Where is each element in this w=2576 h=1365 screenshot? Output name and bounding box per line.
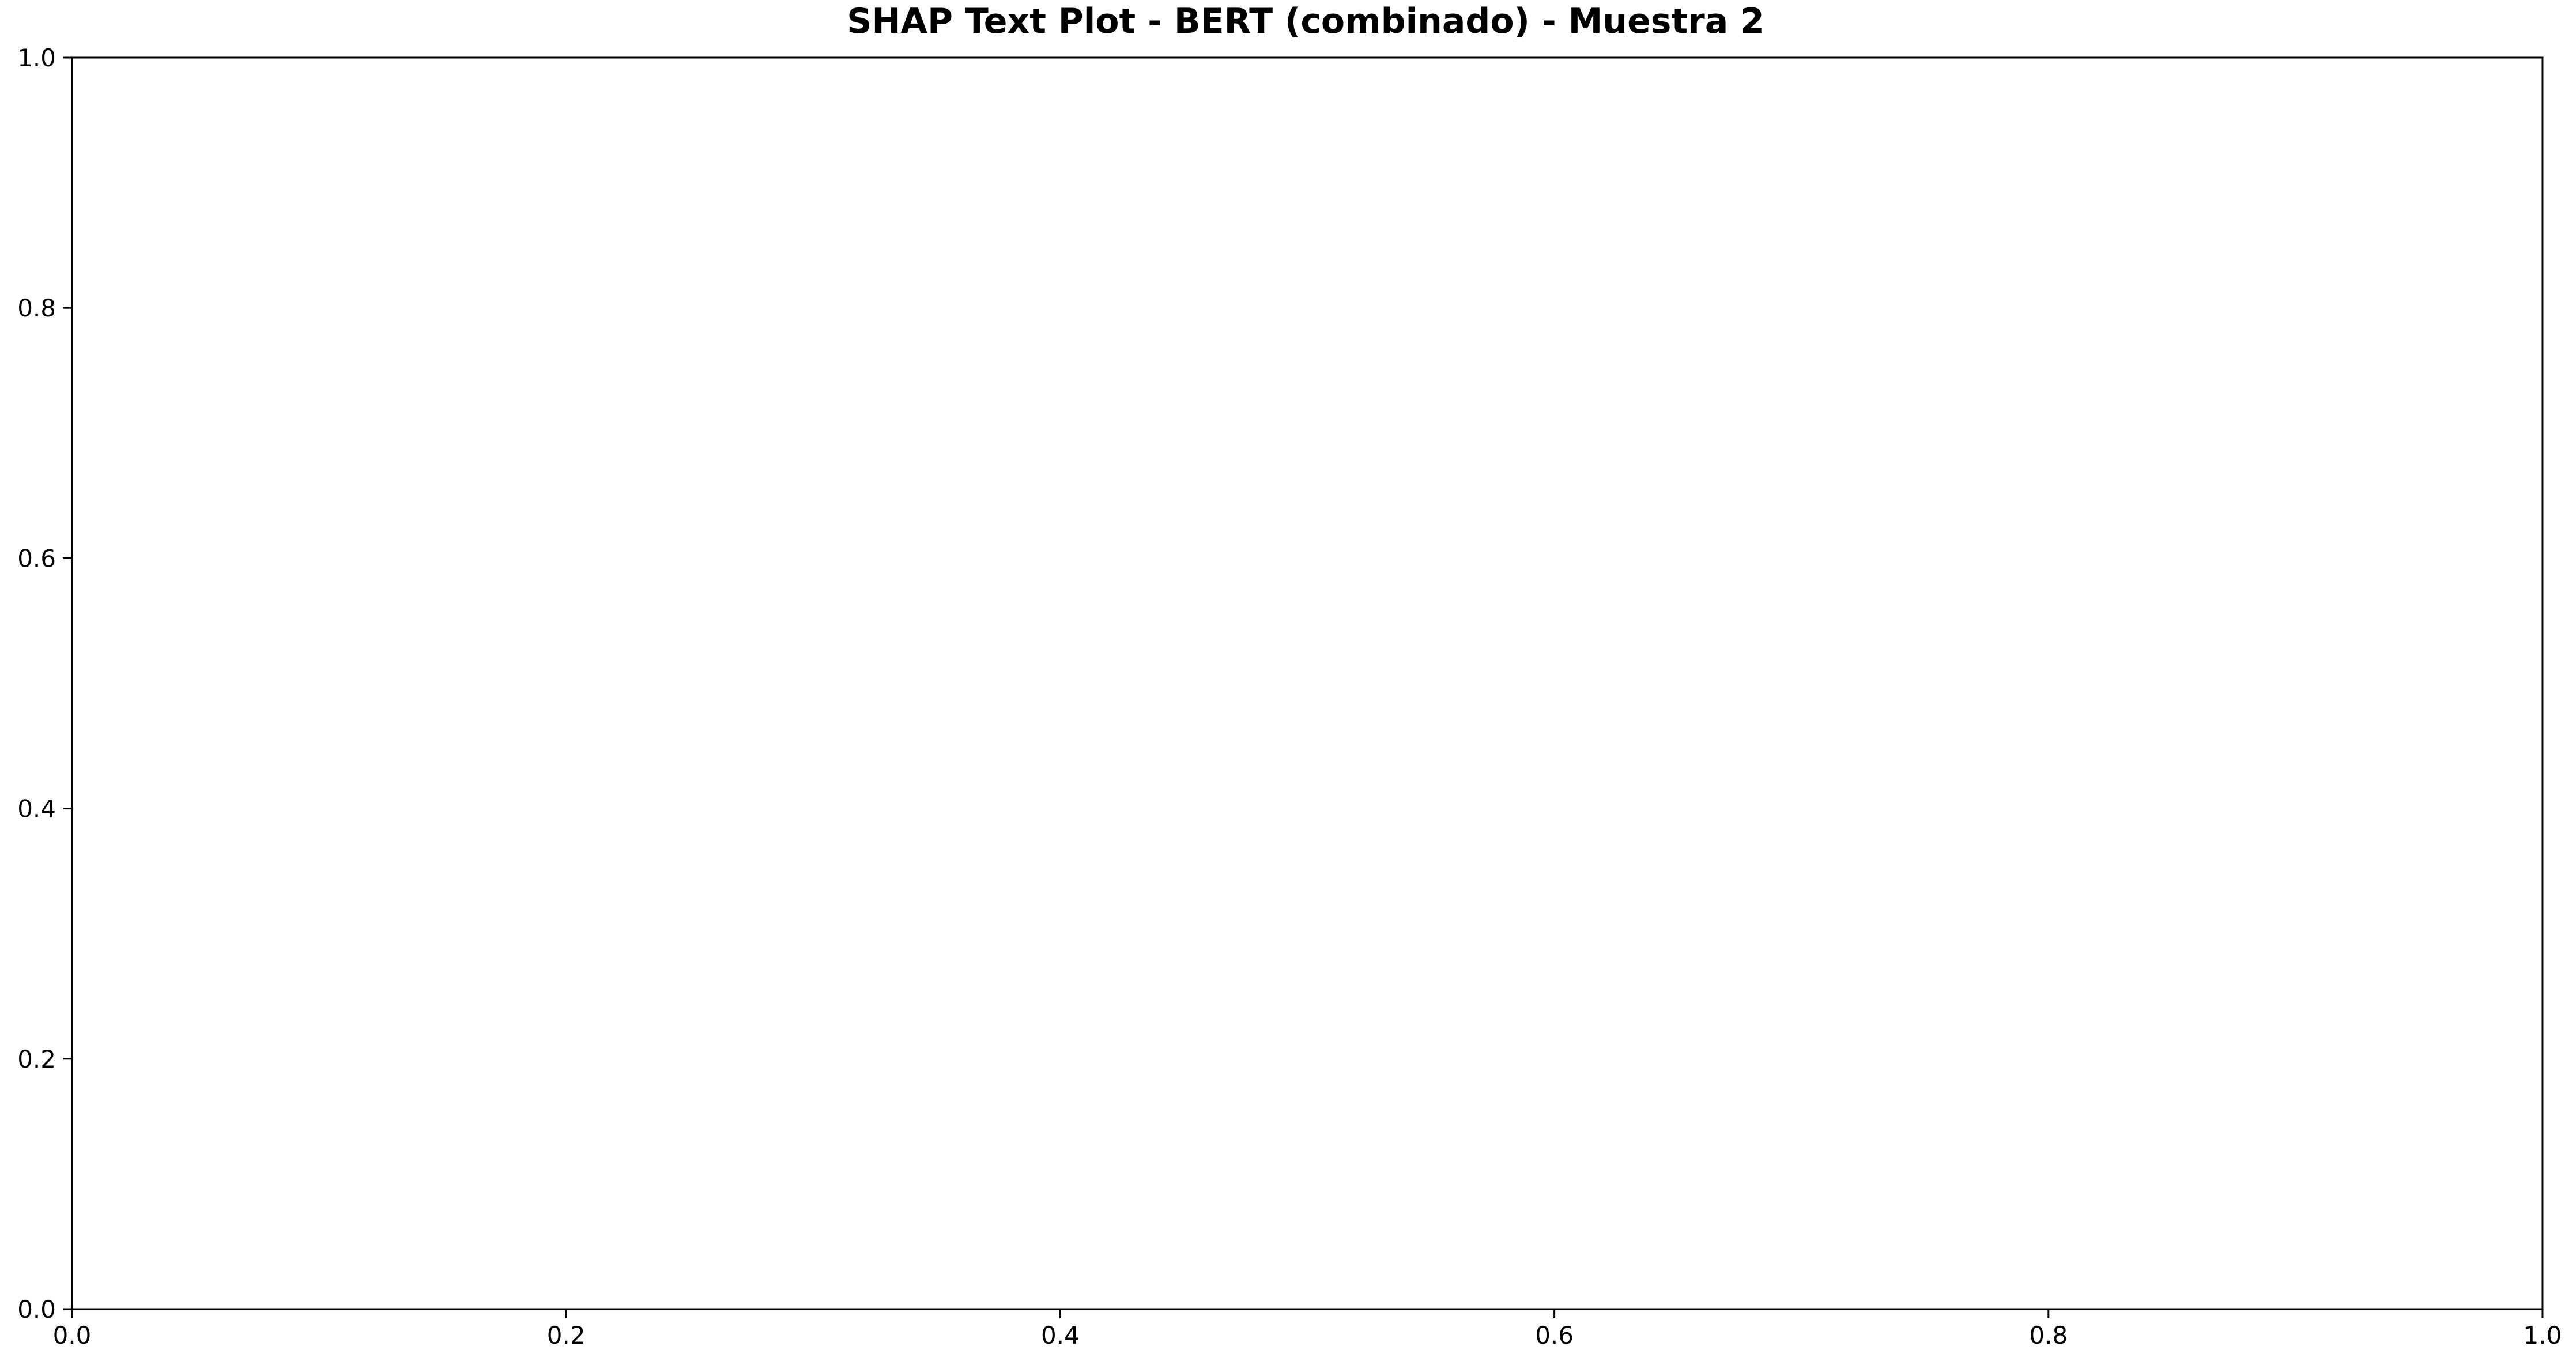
y-tick-label: 0.8 xyxy=(17,294,56,322)
y-tick-label: 0.6 xyxy=(17,544,56,572)
x-axis-ticks: 0.0 0.2 0.4 0.6 0.8 1.0 xyxy=(53,1309,2562,1349)
y-axis-ticks: 0.0 0.2 0.4 0.6 0.8 1.0 xyxy=(17,44,72,1323)
x-tick-label: 0.0 xyxy=(53,1321,92,1349)
x-tick-label: 0.4 xyxy=(1041,1321,1080,1349)
chart-title: SHAP Text Plot - BERT (combinado) - Mues… xyxy=(847,1,1764,42)
y-tick-label: 0.0 xyxy=(17,1295,56,1323)
y-tick-label: 0.2 xyxy=(17,1045,56,1073)
plot-area xyxy=(71,56,2544,1310)
x-tick-label: 1.0 xyxy=(2524,1321,2562,1349)
x-tick-label: 0.6 xyxy=(1535,1321,1574,1349)
y-tick-label: 1.0 xyxy=(17,44,56,72)
y-tick-label: 0.4 xyxy=(17,795,56,823)
x-tick-label: 0.2 xyxy=(547,1321,586,1349)
x-tick-label: 0.8 xyxy=(2029,1321,2068,1349)
